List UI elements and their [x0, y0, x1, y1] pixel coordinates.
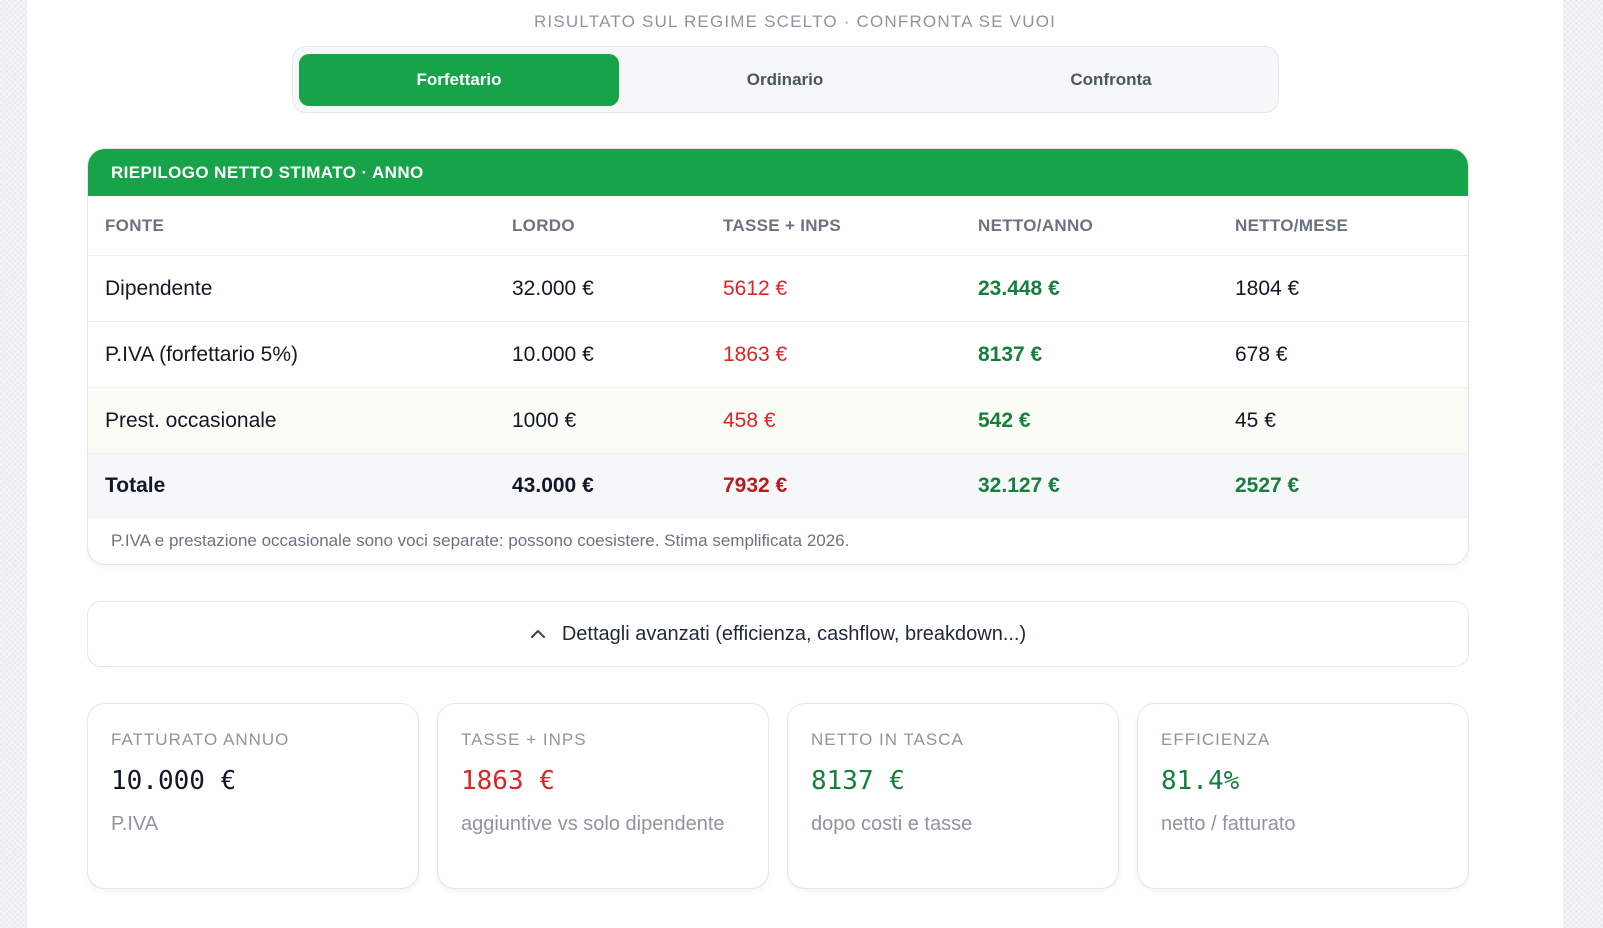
kpi-label: NETTO IN TASCA: [811, 730, 964, 749]
kpi-value: 81.4%: [1161, 766, 1240, 796]
table-row: P.IVA (forfettario 5%) 10.000 € 1863 € 8…: [88, 322, 1468, 388]
cell-lordo: 32.000 €: [512, 276, 594, 300]
cell-netto-anno: 8137 €: [978, 342, 1043, 366]
table-row: Dipendente 32.000 € 5612 € 23.448 € 1804…: [88, 256, 1468, 322]
cell-netto-anno: 32.127 €: [978, 473, 1060, 497]
cell-tasse: 7932 €: [723, 473, 788, 497]
kpi-label: EFFICIENZA: [1161, 730, 1271, 749]
tab-confronta[interactable]: Confronta: [1070, 70, 1152, 89]
column-header-tasse: TASSE + INPS: [723, 215, 842, 235]
cell-lordo: 10.000 €: [512, 342, 594, 366]
chevron-up-icon: [530, 630, 545, 638]
column-header-netto-mese: NETTO/MESE: [1235, 215, 1349, 235]
kpi-caption: P.IVA: [111, 813, 159, 835]
kpi-caption: aggiuntive vs solo dipendente: [461, 813, 725, 835]
cell-netto-mese: 45 €: [1235, 408, 1276, 432]
cell-fonte: Dipendente: [105, 276, 213, 300]
table-row: Prest. occasionale 1000 € 458 € 542 € 45…: [88, 388, 1468, 454]
cell-netto-mese: 2527 €: [1235, 473, 1300, 497]
kpi-label: FATTURATO ANNUO: [111, 730, 290, 749]
cell-netto-anno: 23.448 €: [978, 276, 1060, 300]
table-header: FONTE LORDO TASSE + INPS NETTO/ANNO NETT…: [88, 196, 1468, 256]
column-header-netto-anno: NETTO/ANNO: [978, 215, 1094, 235]
tab-ordinario[interactable]: Ordinario: [746, 70, 824, 89]
kpi-value: 10.000 €: [111, 766, 237, 796]
page: RISULTATO SUL REGIME SCELTO · CONFRONTA …: [27, 0, 1563, 928]
cell-fonte: Totale: [105, 473, 166, 497]
cell-netto-mese: 678 €: [1235, 342, 1288, 366]
kpi-caption: netto / fatturato: [1161, 813, 1296, 835]
tab-forfettario[interactable]: Forfettario: [299, 54, 619, 106]
cell-netto-anno: 542 €: [978, 408, 1031, 432]
cell-lordo: 43.000 €: [512, 473, 594, 497]
cell-fonte: Prest. occasionale: [105, 408, 277, 432]
kpi-label: TASSE + INPS: [461, 730, 587, 749]
summary-card: RIEPILOGO NETTO STIMATO · ANNO FONTE LOR…: [87, 148, 1469, 565]
cell-tasse: 458 €: [723, 408, 776, 432]
cell-lordo: 1000 €: [512, 408, 577, 432]
advanced-details-toggle[interactable]: Dettagli avanzati (efficienza, cashflow,…: [87, 601, 1469, 667]
column-header-fonte: FONTE: [105, 215, 165, 235]
cell-tasse: 1863 €: [723, 342, 788, 366]
summary-note: P.IVA e prestazione occasionale sono voc…: [111, 531, 850, 550]
cell-tasse: 5612 €: [723, 276, 788, 300]
kpi-caption: dopo costi e tasse: [811, 813, 973, 835]
summary-title: RIEPILOGO NETTO STIMATO · ANNO: [88, 149, 1468, 196]
kpi-value: 1863 €: [461, 766, 555, 796]
cell-fonte: P.IVA (forfettario 5%): [105, 342, 298, 366]
page-subtitle: RISULTATO SUL REGIME SCELTO · CONFRONTA …: [533, 12, 1057, 31]
advanced-details-label: Dettagli avanzati (efficienza, cashflow,…: [561, 622, 1027, 645]
column-header-lordo: LORDO: [512, 215, 575, 235]
kpi-card-netto: NETTO IN TASCA 8137 € dopo costi e tasse: [787, 703, 1119, 889]
kpi-card-fatturato: FATTURATO ANNUO 10.000 € P.IVA: [87, 703, 419, 889]
cell-netto-mese: 1804 €: [1235, 276, 1300, 300]
table-total-row: Totale 43.000 € 7932 € 32.127 € 2527 €: [88, 454, 1468, 518]
kpi-card-efficienza: EFFICIENZA 81.4% netto / fatturato: [1137, 703, 1469, 889]
regime-tabs: Forfettario Ordinario Confronta: [292, 46, 1279, 113]
kpi-card-tasse: TASSE + INPS 1863 € aggiuntive vs solo d…: [437, 703, 769, 889]
kpi-value: 8137 €: [811, 766, 905, 796]
